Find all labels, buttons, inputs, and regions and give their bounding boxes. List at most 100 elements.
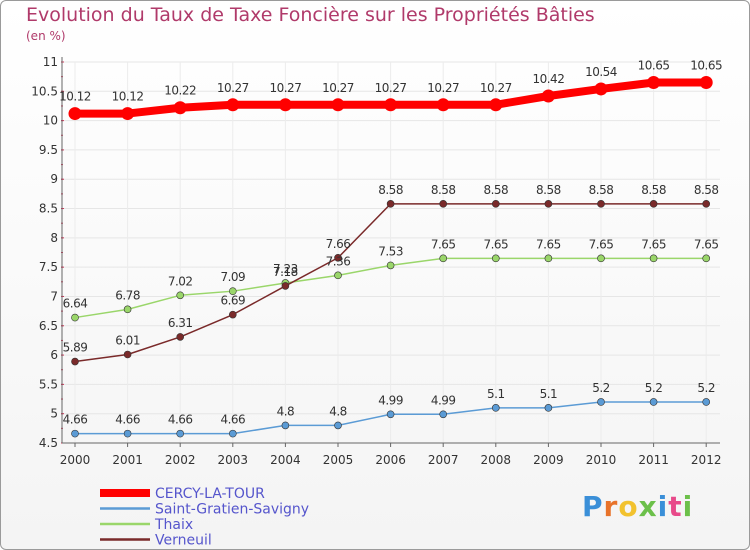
data-point bbox=[176, 291, 184, 300]
data-point bbox=[491, 200, 500, 208]
data-point bbox=[702, 200, 711, 208]
data-label: 5.1 bbox=[540, 387, 558, 401]
data-label: 8.58 bbox=[378, 183, 403, 197]
data-point bbox=[334, 253, 342, 262]
data-label: 5.89 bbox=[63, 341, 88, 355]
x-tick-label: 2010 bbox=[586, 453, 617, 467]
data-label: 10.12 bbox=[112, 90, 144, 104]
data-label: 5.2 bbox=[697, 381, 715, 395]
x-tick-label: 2002 bbox=[165, 453, 196, 467]
data-label: 4.99 bbox=[431, 393, 456, 407]
data-point bbox=[594, 82, 608, 96]
y-tick-label: 6 bbox=[50, 348, 58, 362]
data-point bbox=[281, 282, 290, 290]
y-tick-label: 8.5 bbox=[39, 202, 58, 216]
data-point bbox=[544, 404, 553, 412]
data-label: 10.12 bbox=[59, 90, 91, 104]
x-tick-label: 2012 bbox=[691, 453, 722, 467]
data-point bbox=[123, 350, 132, 359]
data-label: 5.1 bbox=[487, 387, 505, 401]
data-point bbox=[544, 254, 553, 263]
data-point bbox=[439, 254, 448, 263]
data-label: 4.66 bbox=[220, 413, 245, 427]
data-label: 7.65 bbox=[536, 237, 561, 251]
data-label: 10.27 bbox=[269, 81, 301, 95]
data-label: 7.66 bbox=[326, 237, 351, 251]
x-tick-label: 2001 bbox=[112, 453, 143, 467]
data-label: 4.8 bbox=[329, 404, 347, 418]
data-label: 4.66 bbox=[168, 413, 193, 427]
brand-logo: Proxiti bbox=[582, 490, 693, 523]
data-point bbox=[491, 404, 500, 412]
y-tick-label: 9.5 bbox=[39, 143, 58, 157]
y-tick-label: 7.5 bbox=[39, 260, 58, 274]
data-label: 6.69 bbox=[220, 294, 245, 308]
data-point bbox=[176, 429, 184, 438]
x-tick-label: 2007 bbox=[428, 453, 459, 467]
data-point bbox=[71, 429, 79, 438]
y-tick-label: 11 bbox=[43, 55, 58, 69]
data-point bbox=[649, 254, 658, 263]
legend-label: Saint-Gratien-Savigny bbox=[155, 502, 309, 518]
data-label: 5.2 bbox=[592, 381, 610, 395]
chart-unit: (en %) bbox=[26, 29, 66, 43]
y-tick-label: 4.5 bbox=[39, 436, 58, 450]
data-label: 4.66 bbox=[115, 413, 140, 427]
y-tick-label: 8 bbox=[50, 231, 58, 245]
data-point bbox=[702, 398, 711, 406]
data-point bbox=[439, 410, 448, 419]
data-label: 10.27 bbox=[427, 81, 459, 95]
data-label: 10.65 bbox=[638, 59, 670, 73]
data-label: 8.58 bbox=[694, 183, 719, 197]
chart-title: Evolution du Taux de Taxe Foncière sur l… bbox=[26, 4, 595, 26]
data-point bbox=[439, 200, 448, 208]
x-tick-label: 2006 bbox=[375, 453, 406, 467]
data-label: 7.02 bbox=[168, 274, 193, 288]
data-point bbox=[386, 200, 395, 208]
data-label: 4.99 bbox=[378, 393, 403, 407]
data-point bbox=[71, 313, 79, 322]
y-tick-label: 5 bbox=[50, 407, 58, 421]
data-label: 7.65 bbox=[641, 237, 666, 251]
data-point bbox=[176, 333, 184, 341]
data-point bbox=[229, 287, 237, 295]
data-point bbox=[541, 89, 555, 103]
data-point bbox=[649, 398, 658, 406]
y-tick-label: 7 bbox=[50, 289, 58, 303]
y-tick-label: 10 bbox=[43, 114, 58, 128]
data-label: 8.58 bbox=[431, 183, 456, 197]
x-tick-label: 2008 bbox=[481, 453, 512, 467]
y-tick-label: 5.5 bbox=[39, 377, 58, 391]
data-label: 10.54 bbox=[585, 65, 617, 79]
data-label: 7.65 bbox=[431, 237, 456, 251]
data-point bbox=[229, 429, 237, 438]
data-label: 8.58 bbox=[589, 183, 614, 197]
data-label: 6.31 bbox=[168, 316, 193, 330]
data-point bbox=[281, 421, 290, 430]
data-label: 7.65 bbox=[483, 237, 508, 251]
data-point bbox=[386, 261, 395, 270]
data-label: 7.65 bbox=[694, 237, 719, 251]
y-tick-label: 10.5 bbox=[31, 84, 58, 98]
data-point bbox=[278, 98, 292, 112]
x-tick-label: 2003 bbox=[218, 453, 249, 467]
data-point bbox=[544, 200, 553, 208]
legend-label: Verneuil bbox=[155, 533, 212, 549]
data-label: 7.09 bbox=[220, 270, 245, 284]
data-point bbox=[597, 200, 605, 208]
data-label: 4.66 bbox=[63, 413, 88, 427]
data-point bbox=[699, 76, 713, 90]
x-tick-label: 2011 bbox=[638, 453, 669, 467]
data-point bbox=[173, 101, 187, 115]
data-label: 7.23 bbox=[273, 262, 298, 276]
data-label: 10.42 bbox=[532, 72, 564, 86]
x-tick-label: 2004 bbox=[270, 453, 301, 467]
data-point bbox=[491, 254, 500, 263]
data-point bbox=[489, 98, 503, 112]
data-label: 7.18 bbox=[273, 265, 298, 279]
data-label: 10.27 bbox=[480, 81, 512, 95]
data-label: 6.64 bbox=[63, 297, 88, 311]
data-point bbox=[384, 98, 398, 112]
data-label: 10.27 bbox=[217, 81, 249, 95]
